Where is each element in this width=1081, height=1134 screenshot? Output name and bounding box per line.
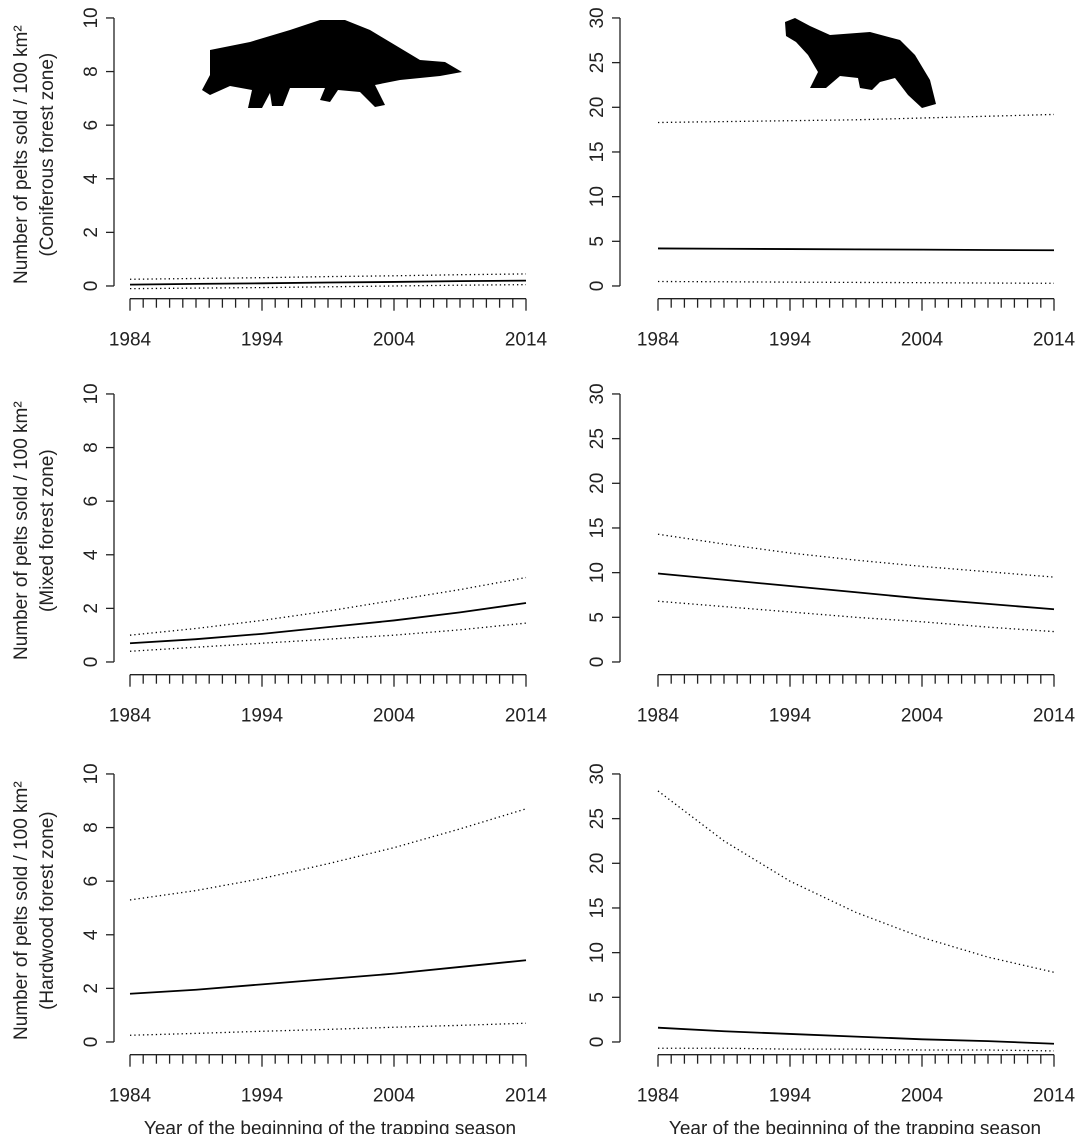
y-axis-sublabel: (Coniferous forest zone) <box>37 53 58 257</box>
y-tick-label: 10 <box>587 562 608 583</box>
y-tick-label: 15 <box>587 141 608 162</box>
y-tick-label: 10 <box>587 186 608 207</box>
y-axis-sublabel: (Hardwood forest zone) <box>37 811 58 1010</box>
y-axis-label: Number of pelts sold / 100 km² <box>11 781 32 1040</box>
y-tick-label: 0 <box>81 1037 102 1048</box>
x-tick-label: 1994 <box>769 706 812 727</box>
estimate-line <box>658 248 1054 250</box>
y-tick-label: 0 <box>587 657 608 668</box>
y-tick-label: 25 <box>587 808 608 829</box>
x-tick-label: 1994 <box>241 706 284 727</box>
x-tick-label: 2014 <box>505 706 548 727</box>
y-tick-label: 10 <box>81 763 102 784</box>
y-tick-label: 20 <box>587 473 608 494</box>
x-tick-label: 1994 <box>241 1086 284 1107</box>
y-tick-label: 10 <box>81 7 102 28</box>
x-tick-label: 1984 <box>109 1086 152 1107</box>
x-tick-label: 2014 <box>1033 330 1076 351</box>
x-tick-label: 2004 <box>373 1086 416 1107</box>
y-tick-label: 20 <box>587 853 608 874</box>
y-tick-label: 10 <box>81 383 102 404</box>
x-tick-label: 1984 <box>109 330 152 351</box>
estimate-line <box>130 960 526 994</box>
y-tick-label: 4 <box>81 929 102 940</box>
x-tick-label: 1994 <box>241 330 284 351</box>
y-tick-label: 0 <box>587 1037 608 1048</box>
y-tick-label: 5 <box>587 992 608 1003</box>
confidence-line <box>658 791 1054 972</box>
estimate-line <box>130 603 526 643</box>
x-tick-label: 1984 <box>637 1086 680 1107</box>
x-tick-label: 2014 <box>505 330 548 351</box>
confidence-line <box>130 1023 526 1035</box>
y-tick-label: 4 <box>81 549 102 560</box>
y-tick-label: 6 <box>81 496 102 507</box>
x-tick-label: 1984 <box>637 330 680 351</box>
x-tick-label: 1994 <box>769 1086 812 1107</box>
y-tick-label: 0 <box>587 281 608 292</box>
y-tick-label: 0 <box>81 657 102 668</box>
estimate-line <box>130 281 526 285</box>
y-axis-label: Number of pelts sold / 100 km² <box>11 25 32 284</box>
estimate-line <box>658 1028 1054 1044</box>
x-tick-label: 2004 <box>901 706 944 727</box>
y-axis-sublabel: (Mixed forest zone) <box>37 449 58 612</box>
confidence-line <box>130 285 526 289</box>
y-tick-label: 8 <box>81 66 102 77</box>
marten-silhouette <box>785 18 936 108</box>
x-tick-label: 2004 <box>373 330 416 351</box>
y-tick-label: 2 <box>81 227 102 238</box>
x-tick-label: 2014 <box>505 1086 548 1107</box>
y-tick-label: 30 <box>587 383 608 404</box>
y-tick-label: 20 <box>587 97 608 118</box>
y-axis-label: Number of pelts sold / 100 km² <box>11 401 32 660</box>
estimate-line <box>658 574 1054 610</box>
confidence-line <box>130 809 526 900</box>
y-tick-label: 15 <box>587 517 608 538</box>
confidence-line <box>658 282 1054 284</box>
y-tick-label: 6 <box>81 120 102 131</box>
y-tick-label: 0 <box>81 281 102 292</box>
x-axis-label: Year of the beginning of the trapping se… <box>669 1119 1041 1134</box>
y-tick-label: 5 <box>587 612 608 623</box>
y-tick-label: 2 <box>81 603 102 614</box>
x-tick-label: 2014 <box>1033 706 1076 727</box>
confidence-line <box>130 274 526 279</box>
y-tick-label: 30 <box>587 7 608 28</box>
confidence-line <box>658 534 1054 577</box>
y-tick-label: 5 <box>587 236 608 247</box>
x-tick-label: 1984 <box>109 706 152 727</box>
x-tick-label: 2014 <box>1033 1086 1076 1107</box>
y-tick-label: 25 <box>587 52 608 73</box>
y-tick-label: 15 <box>587 897 608 918</box>
y-tick-label: 30 <box>587 763 608 784</box>
y-tick-label: 10 <box>587 942 608 963</box>
x-tick-label: 2004 <box>901 1086 944 1107</box>
x-tick-label: 1984 <box>637 706 680 727</box>
fisher-silhouette <box>202 20 462 108</box>
y-tick-label: 2 <box>81 983 102 994</box>
y-tick-label: 25 <box>587 428 608 449</box>
x-axis-label: Year of the beginning of the trapping se… <box>144 1119 516 1134</box>
confidence-line <box>658 601 1054 631</box>
y-tick-label: 6 <box>81 876 102 887</box>
x-tick-label: 2004 <box>373 706 416 727</box>
y-tick-label: 8 <box>81 442 102 453</box>
figure: 02468101984199420042014Number of pelts s… <box>0 0 1081 1134</box>
y-tick-label: 4 <box>81 173 102 184</box>
x-tick-label: 1994 <box>769 330 812 351</box>
x-tick-label: 2004 <box>901 330 944 351</box>
confidence-line <box>658 1048 1054 1051</box>
y-tick-label: 8 <box>81 822 102 833</box>
confidence-line <box>658 114 1054 122</box>
